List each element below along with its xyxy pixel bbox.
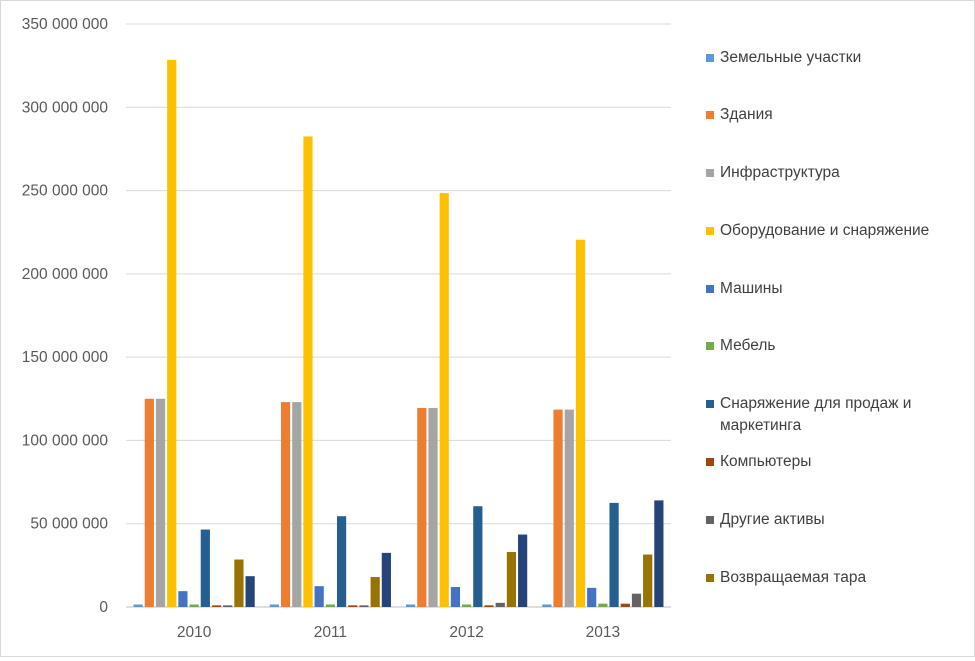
legend-swatch bbox=[706, 111, 714, 119]
legend-item: Здания bbox=[706, 104, 968, 126]
bar-2012-series-5 bbox=[462, 604, 472, 607]
y-tick-label: 150 000 000 bbox=[22, 349, 109, 366]
legend-swatch bbox=[706, 285, 714, 293]
legend-label: Оборудование и снаряжение bbox=[720, 222, 930, 239]
legend-item: Машины bbox=[706, 278, 968, 300]
bar-2011-series-3 bbox=[303, 136, 313, 607]
bar-2012-series-8 bbox=[495, 602, 505, 607]
legend-item: Возвращаемая тара bbox=[706, 567, 968, 589]
legend-label: Мебель bbox=[720, 337, 776, 354]
bar-2011-series-7 bbox=[348, 605, 358, 607]
bar-2013-series-2 bbox=[564, 409, 574, 607]
legend-label: Компьютеры bbox=[720, 453, 812, 470]
legend-item: Оборудование и снаряжение bbox=[706, 220, 968, 242]
bar-2011-series-9 bbox=[370, 577, 380, 607]
y-tick-label: 50 000 000 bbox=[30, 516, 108, 533]
y-axis-tick-labels: 0 50 000 000 100 000 000 150 000 000 200 000… bbox=[22, 16, 109, 616]
y-tick-label: 300 000 000 bbox=[22, 99, 109, 116]
legend-item: Снаряжение для продаж и маркетинга bbox=[706, 393, 968, 437]
x-tick-label-2011: 2011 bbox=[314, 624, 347, 641]
bar-2010-series-9 bbox=[234, 559, 244, 607]
bar-2013-series-8 bbox=[631, 593, 642, 607]
bar-2011-series-10 bbox=[381, 552, 391, 607]
bar-2010-series-6 bbox=[200, 529, 210, 607]
bar-2010-series-4 bbox=[178, 591, 188, 607]
y-tick-label: 100 000 000 bbox=[22, 432, 109, 449]
bar-2013-series-3 bbox=[575, 239, 586, 607]
gridlines bbox=[126, 23, 671, 608]
legend-item: Компьютеры bbox=[706, 451, 968, 473]
bar-2010-series-0 bbox=[133, 604, 143, 607]
bar-2011-series-6 bbox=[336, 516, 347, 607]
y-tick-label: 200 000 000 bbox=[22, 266, 109, 283]
bar-2010-series-3 bbox=[167, 59, 177, 607]
bar-2012-series-4 bbox=[450, 587, 461, 607]
legend-label: Возвращаемая тара bbox=[720, 569, 867, 586]
bar-2010-series-2 bbox=[155, 398, 166, 607]
bar-2012-series-1 bbox=[417, 407, 427, 607]
bar-2012-series-10 bbox=[518, 534, 528, 607]
bar-2013-series-4 bbox=[587, 587, 597, 607]
legend-swatch bbox=[706, 516, 714, 524]
legend-swatch bbox=[706, 169, 714, 177]
bar-2011-series-0 bbox=[269, 604, 279, 607]
bar-2011-series-8 bbox=[359, 605, 369, 607]
bar-2012-series-2 bbox=[428, 407, 438, 607]
bar-2011-series-1 bbox=[280, 402, 291, 607]
bar-2011-series-5 bbox=[325, 604, 335, 607]
bar-2012-series-0 bbox=[406, 604, 416, 607]
bar-2013-series-0 bbox=[542, 604, 552, 607]
x-axis-tick-labels: 2010 2011 2012 2013 bbox=[177, 624, 620, 641]
bar-2011-series-4 bbox=[314, 586, 324, 607]
legend-label: Земельные участки bbox=[720, 49, 862, 66]
bar-2010-series-8 bbox=[223, 605, 233, 607]
x-tick-label-2012: 2012 bbox=[449, 624, 483, 641]
legend-label: Машины bbox=[720, 280, 783, 297]
bar-2010-series-10 bbox=[245, 576, 255, 607]
bar-2013-series-6 bbox=[609, 502, 619, 607]
legend-label: Инфраструктура bbox=[720, 164, 840, 181]
bar-2013-series-7 bbox=[620, 603, 630, 607]
x-tick-label-2010: 2010 bbox=[177, 624, 212, 641]
bar-2012-series-3 bbox=[439, 193, 449, 607]
legend-swatch bbox=[706, 458, 714, 466]
bar-2013-series-10 bbox=[654, 500, 664, 607]
y-tick-label: 0 bbox=[99, 599, 108, 616]
bar-2013-series-9 bbox=[643, 554, 653, 607]
legend-swatch bbox=[706, 342, 714, 350]
legend-item: Другие активы bbox=[706, 509, 968, 531]
bar-2012-series-7 bbox=[484, 605, 494, 607]
bar-2010-series-1 bbox=[144, 398, 154, 607]
y-tick-label: 250 000 000 bbox=[22, 183, 109, 200]
legend-item: Мебель bbox=[706, 335, 968, 357]
legend-label: Другие активы bbox=[720, 511, 825, 528]
bar-2012-series-9 bbox=[506, 552, 517, 607]
x-tick-label-2013: 2013 bbox=[586, 624, 620, 641]
legend-label: Здания bbox=[720, 106, 773, 123]
bar-2010-series-7 bbox=[211, 605, 222, 607]
bar-2011-series-2 bbox=[292, 402, 302, 607]
bar-2013-series-5 bbox=[598, 603, 608, 607]
legend-item: Земельные участки bbox=[706, 47, 968, 69]
legend-swatch bbox=[706, 400, 714, 408]
bar-2013-series-1 bbox=[553, 409, 563, 607]
legend-swatch bbox=[706, 227, 714, 235]
y-tick-label: 350 000 000 bbox=[22, 16, 109, 33]
bar-2010-series-5 bbox=[189, 604, 199, 607]
legend-label: Снаряжение для продаж и маркетинга bbox=[720, 395, 912, 434]
bars bbox=[133, 59, 664, 607]
legend-item: Инфраструктура bbox=[706, 162, 968, 184]
legend-swatch bbox=[706, 54, 714, 62]
bar-2012-series-6 bbox=[473, 506, 483, 607]
legend-swatch bbox=[706, 574, 714, 582]
